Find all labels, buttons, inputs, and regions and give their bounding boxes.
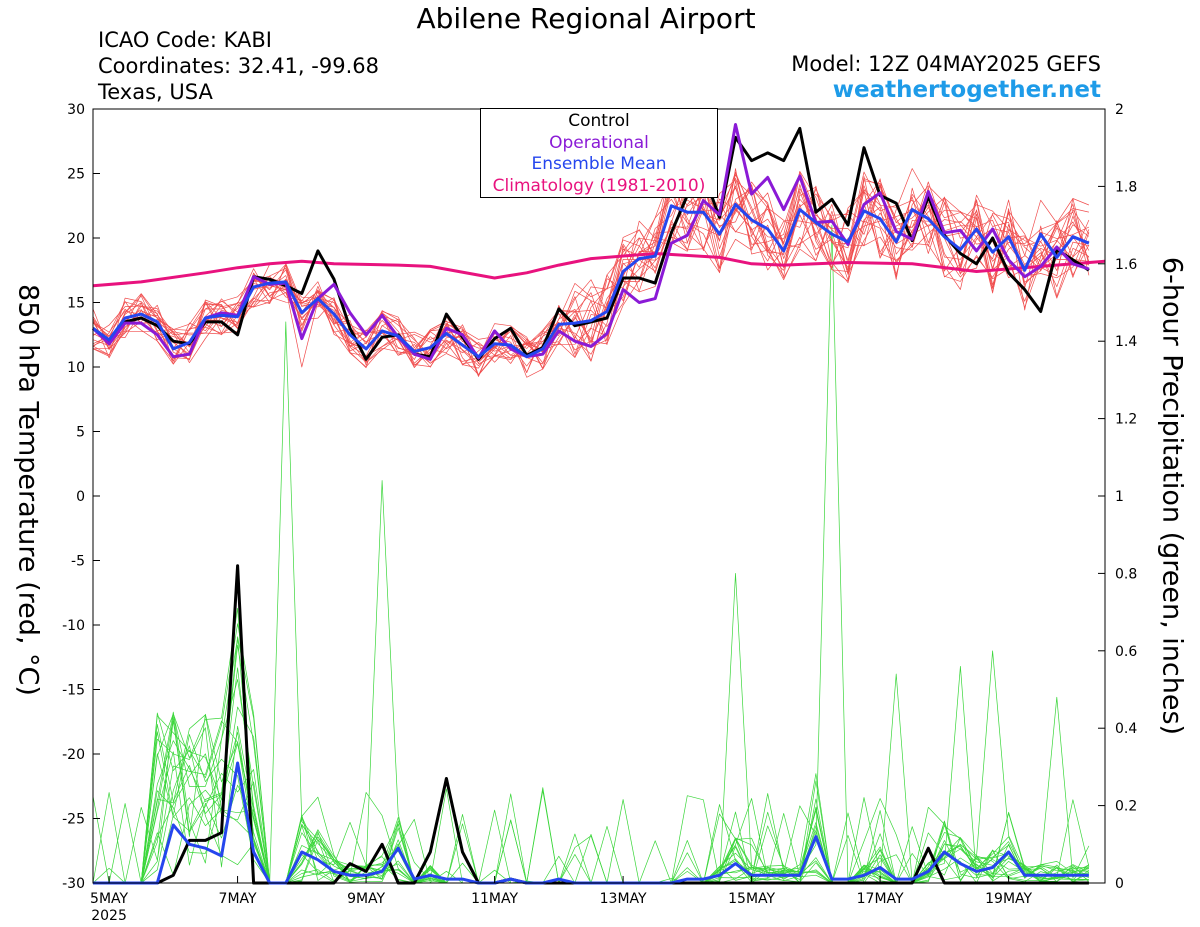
y2-tick-label: 1.6 [1115,257,1137,273]
x-tick-label: 11MAY [471,891,518,907]
y2-tick-label: 2 [1115,102,1124,118]
plot-frame [92,108,1106,884]
climatology-series [92,252,1106,288]
coordinates: Coordinates: 32.41, -99.68 [98,54,379,78]
y-axis-label: 850 hPa Temperature (red, °C) [12,284,44,696]
y2-tick-label: 1.8 [1115,179,1137,195]
site-link[interactable]: weathertogether.net [832,77,1101,103]
temp-member-line [92,174,1090,364]
temp-member-line [92,176,1090,369]
region: Texas, USA [98,80,213,104]
legend-control: Control [568,111,630,131]
icao-code: ICAO Code: KABI [98,28,272,52]
y2-tick-label: 0 [1115,876,1124,892]
y2-tick-label: 0.2 [1115,799,1137,815]
y2-axis-label: 6-hour Precipitation (green, inches) [1156,256,1188,736]
y-tick-label: -30 [62,876,85,892]
y2-tick-label: 0.6 [1115,644,1137,660]
main-series [91,123,1090,885]
y2-tick-label: 0.8 [1115,566,1137,582]
legend-operational: Operational [549,132,649,153]
y2-tick-label: 1 [1115,489,1124,505]
temp-member-line [92,174,1090,365]
x-tick-label: 15MAY [728,891,775,907]
y-tick-label: 15 [67,296,85,312]
legend-climatology: Climatology (1981-2010) [492,175,706,196]
y-tick-label: -5 [71,554,85,570]
temp-member-line [92,180,1090,364]
y-tick-label: 30 [67,102,85,118]
y-tick-label: -25 [62,812,85,828]
x-tick-label: 19MAY [985,891,1032,907]
y-tick-label: -15 [62,683,85,699]
y-tick-label: 25 [67,167,85,183]
y2-tick-label: 1.2 [1115,412,1137,428]
temp-member-line [92,168,1089,368]
legend: Control Operational Ensemble Mean Climat… [480,108,718,198]
temp-member-line [92,188,1090,376]
model-run: Model: 12Z 04MAY2025 GEFS [791,52,1101,76]
x-tick-label: 5MAY [90,891,128,907]
y-tick-label: -20 [62,747,85,763]
temp-member-line [92,170,1090,367]
x-tick-label: 7MAY [219,891,257,907]
temp-member-line [92,180,1090,368]
y-tick-label: 20 [67,231,85,247]
y2-tick-label: 0.4 [1115,721,1137,737]
temp-operational-line [91,123,1090,361]
chart-title: Abilene Regional Airport [416,2,756,35]
precip-member-line [92,321,1089,884]
temp-member-line [92,173,1090,365]
y2-tick-label: 1.4 [1115,334,1137,350]
y-tick-label: 0 [76,489,85,505]
y-tick-label: 5 [76,425,85,441]
x-tick-label: 17MAY [857,891,904,907]
x-tick-sublabel: 2025 [91,908,127,924]
climatology-line [92,252,1106,288]
temp-mean-line [92,203,1090,359]
x-tick-label: 13MAY [600,891,647,907]
y-tick-label: 10 [67,360,85,376]
legend-ensemble-mean: Ensemble Mean [531,154,667,174]
y-tick-label: -10 [62,618,85,634]
x-tick-label: 9MAY [347,891,385,907]
